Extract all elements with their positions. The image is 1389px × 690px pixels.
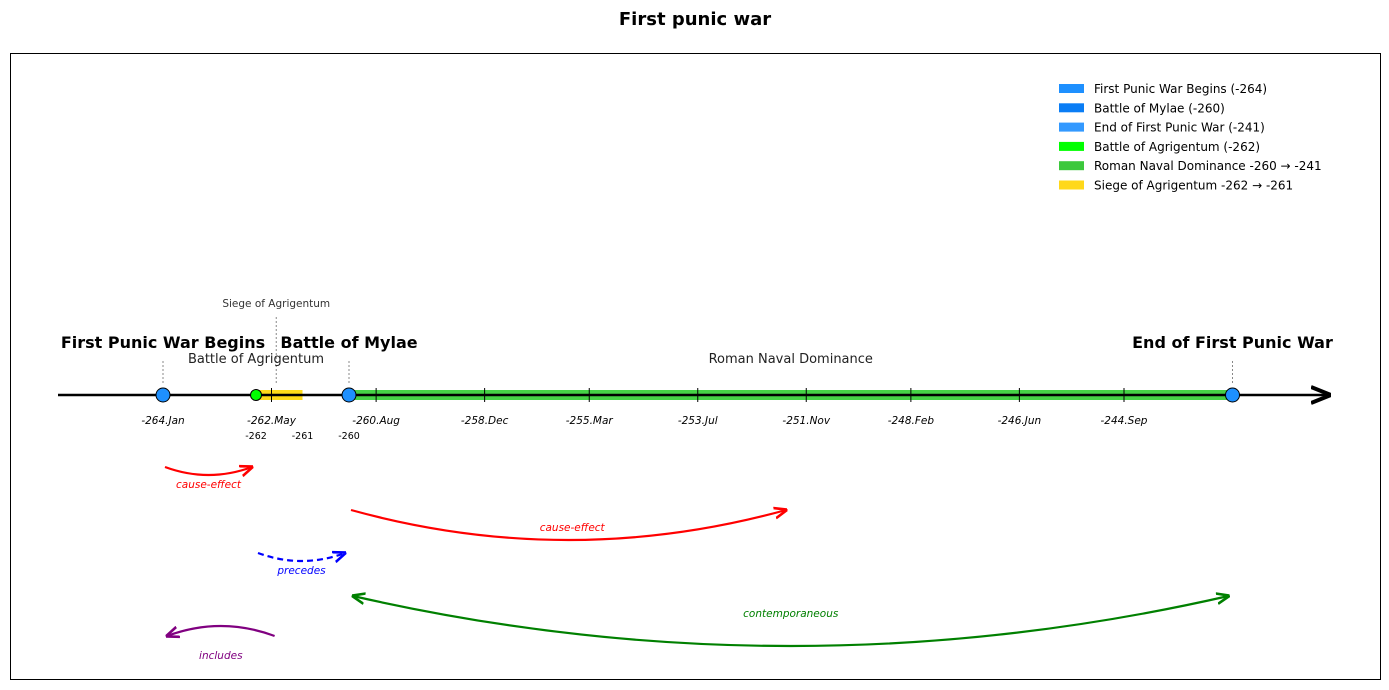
axis-tick-label: -258.Dec [461, 415, 509, 427]
axis-tick-label: -253.Jul [678, 415, 718, 427]
axis-tick-label: -262.May [247, 415, 297, 427]
relation-label-includes: includes [199, 650, 243, 662]
period-tick-label: -262 [245, 431, 267, 442]
period-label-roman-naval-dominance: Roman Naval Dominance [709, 352, 873, 367]
relations-layer: cause-effect cause-effect precedes contempo… [165, 467, 1229, 662]
event-label-end-of-first-punic-war: End of First Punic War [1132, 333, 1333, 352]
legend-entry-label: Siege of Agrigentum -262 → -261 [1094, 179, 1293, 193]
period-tick-label: -260 [338, 431, 360, 442]
relation-arrow-cause-effect [350, 510, 786, 542]
event-label-battle-of-mylae: Battle of Mylae [280, 333, 417, 352]
event-marker-end-of-first-punic-war [1225, 387, 1240, 403]
legend-swatch [1059, 84, 1084, 93]
axis-ticks-layer: -264.Jan -262.May -260.Aug -258.Dec -255.Mar… [141, 388, 1148, 442]
plot-frame [10, 53, 1381, 680]
axis-tick-label: -264.Jan [141, 415, 184, 427]
axis-tick-label: -260.Aug [352, 415, 400, 427]
event-marker-battle-of-agrigentum [250, 389, 262, 401]
axis-tick-label: -251.Nov [782, 415, 830, 427]
event-label-battle-of-agrigentum: Battle of Agrigentum [188, 352, 324, 367]
legend-entry-label: Battle of Agrigentum (-262) [1094, 140, 1260, 154]
relation-arrow-precedes [257, 553, 345, 561]
axis-tick-label: -248.Feb [888, 415, 935, 427]
axis-tick-label: -246.Jun [998, 415, 1042, 427]
legend-swatch [1059, 161, 1084, 171]
legend-entry-label: End of First Punic War (-241) [1094, 121, 1265, 135]
event-marker-battle-of-mylae [341, 387, 357, 403]
legend-swatch [1059, 122, 1084, 132]
events-layer: First Punic War Begins Battle of Mylae End… [61, 333, 1333, 403]
legend-entry-label: Battle of Mylae (-260) [1094, 101, 1225, 115]
relation-arrow-cause-effect [164, 467, 252, 475]
period-label-siege-of-agrigentum: Siege of Agrigentum [222, 298, 330, 310]
relation-label-cause-effect: cause-effect [176, 479, 242, 491]
event-marker-first-punic-war-begins [155, 387, 171, 403]
legend-swatch [1059, 180, 1084, 190]
relation-label-cause-effect: cause-effect [540, 522, 606, 534]
axis-tick-label: -244.Sep [1101, 415, 1148, 427]
legend: First Punic War Begins (-264) Battle of M… [1059, 82, 1322, 193]
chart-title: First punic war [619, 9, 771, 30]
axis-tick-label: -255.Mar [566, 415, 614, 427]
relation-arrow-contemporaneous [353, 596, 1229, 648]
period-tick-label: -261 [292, 431, 314, 442]
relation-label-precedes: precedes [276, 565, 326, 577]
relation-label-contemporaneous: contemporaneous [743, 608, 839, 620]
relation-arrow-includes [167, 624, 275, 636]
legend-entry-label: First Punic War Begins (-264) [1094, 82, 1267, 96]
event-label-first-punic-war-begins: First Punic War Begins [61, 333, 265, 352]
legend-swatch [1059, 141, 1084, 151]
legend-entry-label: Roman Naval Dominance -260 → -241 [1094, 159, 1322, 173]
legend-swatch [1059, 103, 1084, 113]
